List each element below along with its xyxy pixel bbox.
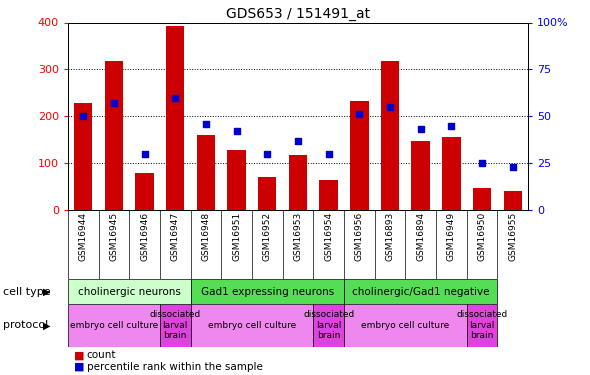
Text: GSM16894: GSM16894 <box>416 212 425 261</box>
Bar <box>473 188 491 210</box>
Bar <box>442 137 461 210</box>
Bar <box>344 279 497 304</box>
Point <box>232 128 241 134</box>
Text: ▶: ▶ <box>42 286 50 297</box>
Point <box>508 164 517 170</box>
Title: GDS653 / 151491_at: GDS653 / 151491_at <box>226 8 370 21</box>
Bar <box>258 177 277 210</box>
Bar <box>289 154 307 210</box>
Text: embryo cell culture: embryo cell culture <box>361 321 450 330</box>
Text: dissociated
larval
brain: dissociated larval brain <box>150 310 201 340</box>
Text: ■: ■ <box>74 350 84 360</box>
Point <box>263 151 272 157</box>
Text: GSM16944: GSM16944 <box>78 212 88 261</box>
Text: cholinergic/Gad1 negative: cholinergic/Gad1 negative <box>352 286 490 297</box>
Bar <box>411 141 430 210</box>
Point <box>385 104 395 110</box>
Bar <box>503 191 522 210</box>
Bar <box>350 101 369 210</box>
Point <box>447 123 456 129</box>
Text: cholinergic neurons: cholinergic neurons <box>78 286 181 297</box>
Text: dissociated
larval
brain: dissociated larval brain <box>457 310 507 340</box>
Point <box>109 100 119 106</box>
Text: GSM16948: GSM16948 <box>201 212 211 261</box>
Text: ■: ■ <box>74 362 84 372</box>
Text: embryo cell culture: embryo cell culture <box>208 321 296 330</box>
Point <box>355 111 364 117</box>
Text: cell type: cell type <box>3 286 51 297</box>
Text: GSM16950: GSM16950 <box>477 212 487 261</box>
Bar <box>467 304 497 347</box>
Point <box>324 151 333 157</box>
Point <box>140 151 149 157</box>
Bar <box>227 150 246 210</box>
Text: GSM16893: GSM16893 <box>385 212 395 261</box>
Bar <box>74 103 93 210</box>
Text: count: count <box>87 350 116 360</box>
Bar <box>196 135 215 210</box>
Bar <box>166 26 185 210</box>
Text: GSM16947: GSM16947 <box>171 212 180 261</box>
Text: protocol: protocol <box>3 320 48 330</box>
Point <box>171 94 180 100</box>
Point <box>477 160 487 166</box>
Bar <box>191 304 313 347</box>
Bar <box>381 62 399 210</box>
Text: GSM16953: GSM16953 <box>293 212 303 261</box>
Text: percentile rank within the sample: percentile rank within the sample <box>87 362 263 372</box>
Text: GSM16952: GSM16952 <box>263 212 272 261</box>
Bar <box>313 304 344 347</box>
Bar <box>191 279 344 304</box>
Bar <box>319 180 338 210</box>
Text: GSM16955: GSM16955 <box>508 212 517 261</box>
Point <box>293 138 303 144</box>
Text: GSM16946: GSM16946 <box>140 212 149 261</box>
Text: ▶: ▶ <box>42 320 50 330</box>
Bar <box>68 279 191 304</box>
Text: GSM16956: GSM16956 <box>355 212 364 261</box>
Bar <box>104 62 123 210</box>
Text: GSM16945: GSM16945 <box>109 212 119 261</box>
Point <box>201 121 211 127</box>
Text: Gad1 expressing neurons: Gad1 expressing neurons <box>201 286 334 297</box>
Text: GSM16949: GSM16949 <box>447 212 456 261</box>
Text: embryo cell culture: embryo cell culture <box>70 321 158 330</box>
Bar <box>68 304 160 347</box>
Bar <box>344 304 467 347</box>
Point <box>416 126 425 132</box>
Text: GSM16951: GSM16951 <box>232 212 241 261</box>
Bar <box>160 304 191 347</box>
Text: dissociated
larval
brain: dissociated larval brain <box>303 310 354 340</box>
Point <box>78 113 88 119</box>
Bar <box>135 172 154 210</box>
Text: GSM16954: GSM16954 <box>324 212 333 261</box>
